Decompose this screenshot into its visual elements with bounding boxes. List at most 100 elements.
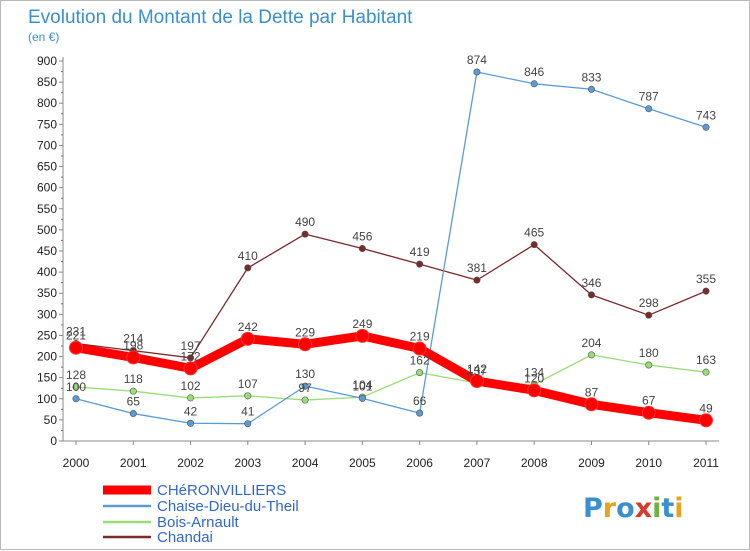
data-label-2: 204: [581, 336, 601, 350]
data-label-3: 381: [467, 261, 487, 275]
data-label-0: 229: [295, 325, 315, 339]
x-tick-label: 2001: [120, 456, 147, 470]
series-point-2: [187, 394, 195, 402]
series-point-1: [473, 68, 481, 76]
chart-title: Evolution du Montant de la Dette par Hab…: [28, 7, 413, 28]
legend-label: Chandai: [157, 529, 213, 546]
data-label-1: 66: [413, 394, 427, 408]
data-label-1: 874: [467, 53, 487, 67]
axes: 0 50 100 150 200 250 300 350 400 450 500 550 600 650 7…: [37, 54, 719, 470]
series-point-0: [469, 374, 484, 389]
data-label-1: 743: [696, 108, 716, 122]
logo-letter: o: [616, 493, 635, 524]
data-label-3: 346: [581, 276, 601, 290]
series-point-3: [702, 287, 710, 295]
series-point-3: [244, 264, 252, 272]
y-tick-label: 600: [37, 181, 57, 195]
y-tick-label: 700: [37, 138, 57, 152]
logo-letter: t: [661, 493, 674, 524]
data-label-1: 130: [295, 367, 315, 381]
data-label-2: 128: [66, 368, 86, 382]
data-label-2: 107: [238, 377, 258, 391]
data-label-0: 221: [66, 329, 86, 343]
series-point-2: [645, 361, 653, 369]
series-point-0: [412, 341, 427, 356]
series-point-1: [358, 394, 366, 402]
legend-label: Bois-Arnault: [157, 514, 240, 531]
data-label-2: 97: [298, 381, 312, 395]
logo-letter: r: [603, 493, 617, 524]
data-label-1: 846: [524, 65, 544, 79]
x-tick-label: 2000: [63, 456, 90, 470]
legend-label: CHéRONVILLIERS: [157, 482, 286, 499]
y-tick-label: 900: [37, 54, 57, 68]
series-point-3: [473, 276, 481, 284]
y-tick-label: 850: [37, 75, 57, 89]
y-tick-label: 200: [37, 350, 57, 364]
data-label-1: 100: [66, 380, 86, 394]
data-label-0: 242: [238, 320, 258, 334]
series-point-3: [416, 260, 424, 268]
data-label-2: 118: [124, 372, 143, 386]
logo-letter: x: [635, 493, 652, 524]
series-point-2: [301, 396, 309, 404]
series-point-1: [301, 382, 309, 390]
x-tick-label: 2004: [292, 456, 319, 470]
x-tick-label: 2010: [635, 456, 662, 470]
legend-label: Chaise-Dieu-du-Theil: [157, 498, 299, 515]
data-label-3: 355: [696, 272, 716, 286]
y-tick-label: 350: [37, 286, 57, 300]
series-point-2: [587, 351, 595, 359]
series-line-2: [75, 354, 707, 401]
logo-letter: i: [652, 493, 661, 524]
series-point-0: [240, 331, 255, 346]
series-point-3: [530, 241, 538, 249]
data-label-3: 197: [181, 339, 201, 353]
series-point-3: [187, 354, 195, 362]
series-point-3: [301, 230, 309, 238]
data-label-2: 102: [181, 379, 201, 393]
series-point-3: [358, 244, 366, 252]
series-line-1: [75, 71, 707, 425]
series-point-0: [699, 413, 713, 428]
x-tick-label: 2011: [693, 456, 719, 470]
data-label-1: 101: [352, 379, 372, 393]
data-label-0: 249: [352, 317, 372, 331]
data-label-3: 456: [352, 229, 372, 243]
data-label-0: 120: [524, 371, 544, 385]
data-label-0: 172: [181, 349, 201, 363]
y-tick-label: 650: [37, 160, 57, 174]
y-tick-label: 50: [44, 413, 58, 427]
data-label-0: 49: [699, 401, 713, 415]
data-label-1: 41: [241, 405, 255, 419]
y-tick-label: 300: [37, 307, 57, 321]
series-point-1: [129, 410, 137, 418]
series-point-3: [587, 291, 595, 299]
series-line-0: [71, 331, 711, 425]
data-label-0: 87: [585, 385, 599, 399]
series-point-0: [69, 340, 83, 355]
y-tick-label: 500: [37, 223, 57, 237]
logo-letter: i: [674, 493, 683, 524]
x-tick-label: 2006: [406, 456, 433, 470]
y-tick-label: 750: [37, 117, 57, 131]
series-point-1: [530, 80, 538, 88]
series-point-1: [587, 85, 595, 93]
data-label-3: 298: [639, 296, 659, 310]
data-label-3: 214: [123, 332, 143, 346]
data-label-0: 142: [467, 362, 487, 376]
x-tick-label: 2008: [521, 456, 548, 470]
chart-subtitle: (en €): [28, 30, 59, 44]
y-tick-label: 800: [37, 96, 57, 110]
data-label-3: 490: [295, 215, 315, 229]
data-label-1: 787: [639, 90, 659, 104]
series-point-1: [244, 420, 252, 428]
x-tick-label: 2007: [464, 456, 491, 470]
logo-letter: P: [583, 493, 603, 524]
data-label-2: 134: [524, 365, 544, 379]
y-tick-label: 550: [37, 202, 57, 216]
series-point-1: [416, 409, 424, 417]
